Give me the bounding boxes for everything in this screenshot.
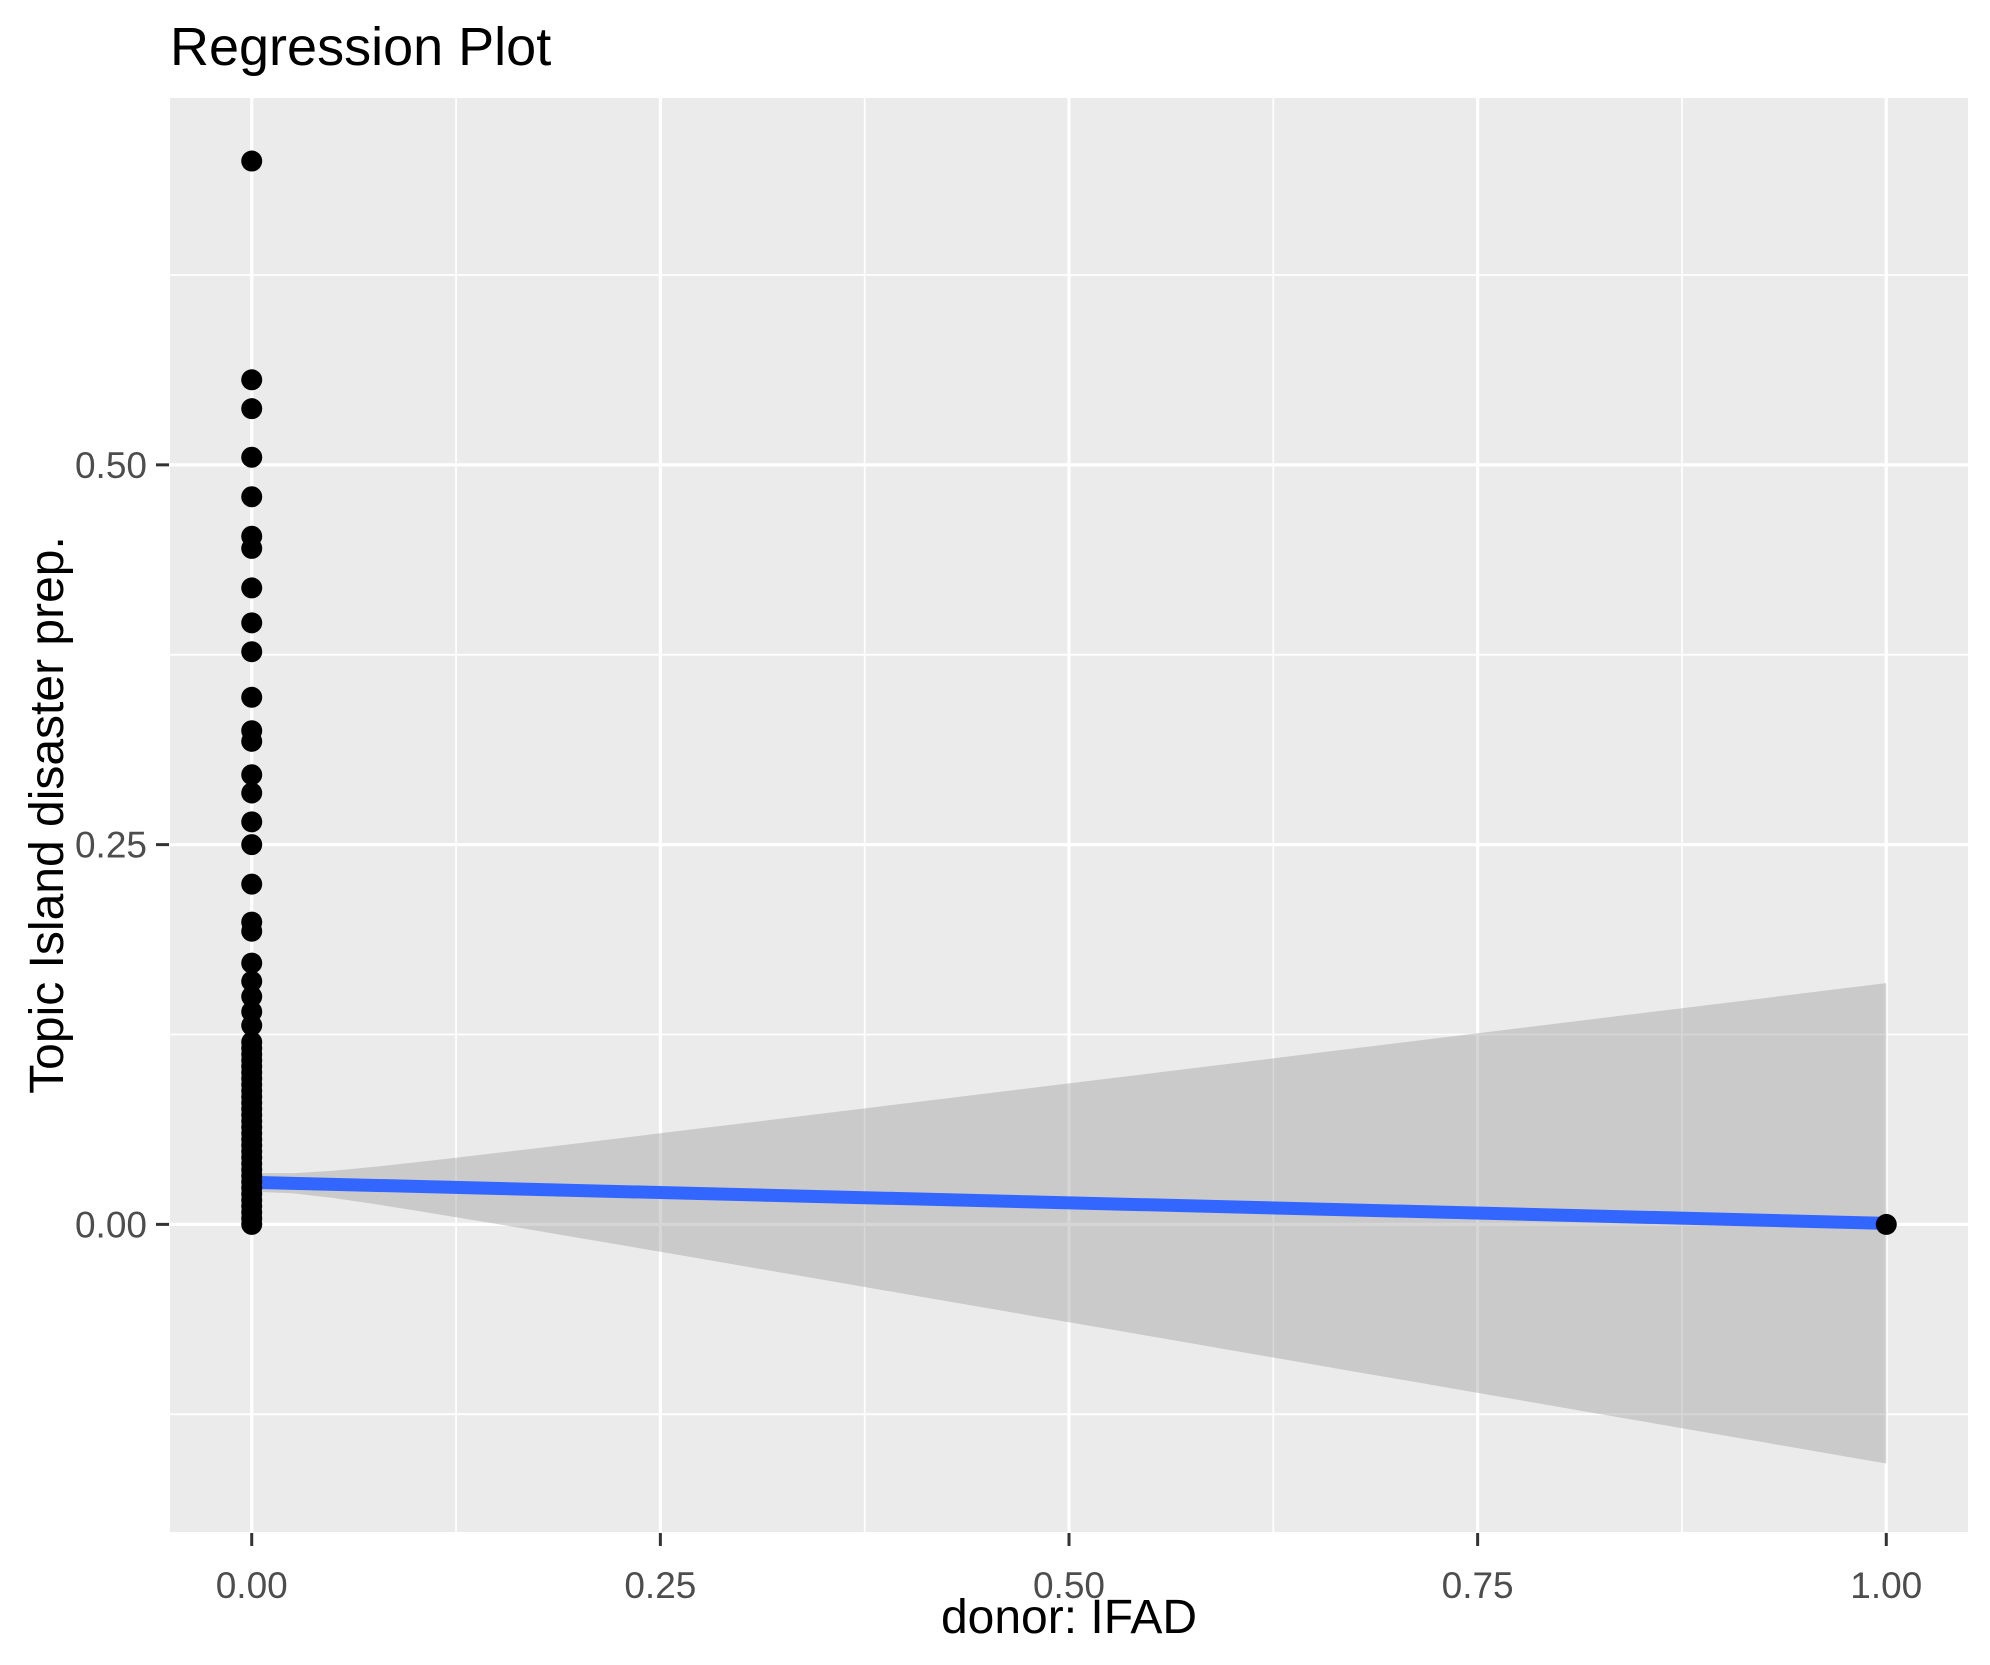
data-point xyxy=(241,398,263,420)
plot-title: Regression Plot xyxy=(170,17,552,77)
regression-line xyxy=(245,1175,1893,1230)
data-point xyxy=(241,730,263,752)
data-point xyxy=(241,970,263,992)
data-point xyxy=(241,811,263,833)
confidence-band xyxy=(251,983,1887,1464)
x-axis-tick-label: 0.50 xyxy=(1033,1565,1105,1606)
data-point xyxy=(241,486,263,508)
data-point xyxy=(241,1014,263,1036)
data-point xyxy=(1875,1213,1897,1235)
y-axis-tick-label: 0.00 xyxy=(75,1204,147,1245)
data-point xyxy=(241,369,263,391)
data-point xyxy=(241,150,263,172)
x-axis-tick-label: 1.00 xyxy=(1850,1565,1922,1606)
x-axis-tick-label: 0.25 xyxy=(624,1565,696,1606)
y-axis-title: Topic Island disaster prep. xyxy=(21,536,74,1094)
data-point xyxy=(241,577,263,599)
data-point xyxy=(241,834,263,856)
x-axis-tick-label: 0.00 xyxy=(216,1565,288,1606)
y-axis-tick-label: 0.25 xyxy=(75,825,147,866)
data-point xyxy=(241,920,263,942)
data-point xyxy=(241,873,263,895)
data-point xyxy=(241,782,263,804)
data-point xyxy=(241,1213,263,1235)
data-point xyxy=(241,537,263,559)
data-point xyxy=(241,686,263,708)
data-point xyxy=(241,764,263,786)
x-axis-title: donor: IFAD xyxy=(940,1591,1198,1644)
data-point xyxy=(241,952,263,974)
x-axis-tick-label: 0.75 xyxy=(1442,1565,1514,1606)
y-axis-tick-label: 0.50 xyxy=(75,445,147,486)
data-point xyxy=(241,641,263,663)
data-point xyxy=(241,612,263,634)
data-point xyxy=(241,446,263,468)
data-point xyxy=(241,986,263,1008)
